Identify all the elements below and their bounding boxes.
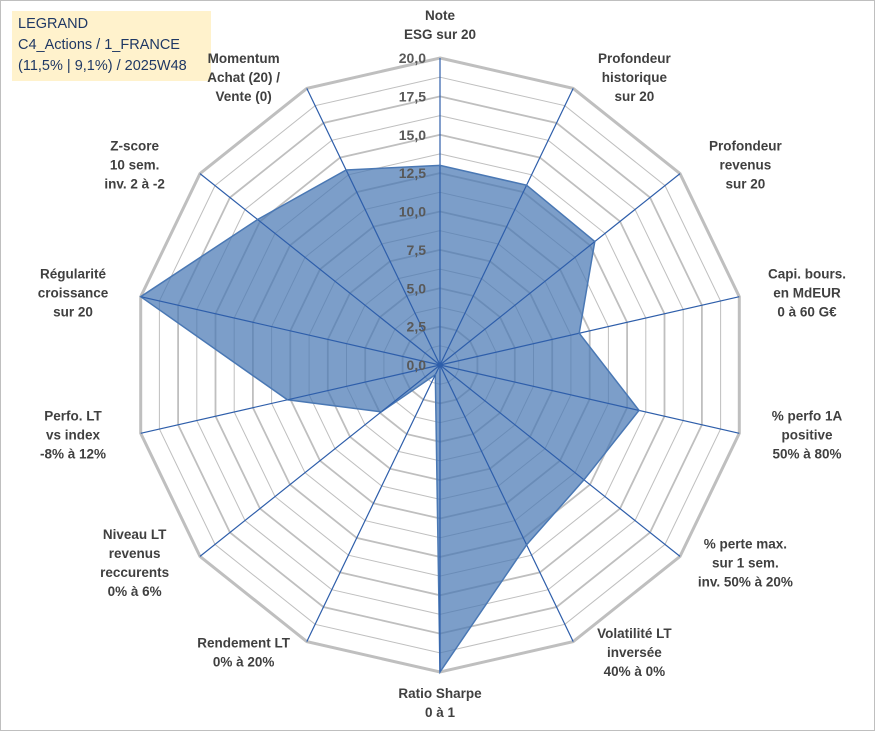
axis-label-12-line-1: 10 sem. <box>110 158 160 173</box>
axis-label-7-line-1: 0 à 1 <box>425 705 456 720</box>
axis-label-6-line-1: inversée <box>607 645 662 660</box>
data-point-2 <box>594 240 596 243</box>
tick-label-7: 17,5 <box>399 88 426 104</box>
axis-label-4: % perfo 1A positive 50% à 80% <box>772 409 843 462</box>
tick-label-4: 10,0 <box>399 204 426 220</box>
axis-spoke-6 <box>439 364 574 642</box>
axis-label-0: Note ESG sur 20 <box>404 8 476 42</box>
axis-label-13-line-1: Achat (20) / <box>207 70 280 85</box>
axis-label-13-line-2: Vente (0) <box>215 89 271 104</box>
axis-spoke-2 <box>439 173 681 366</box>
data-point-13 <box>345 169 347 171</box>
axis-spoke-3 <box>439 296 740 366</box>
data-point-0 <box>439 164 441 167</box>
axis-label-11-line-1: croissance <box>38 286 109 301</box>
tick-label-2: 5,0 <box>407 280 427 296</box>
axis-label-9-line-0: Niveau LT <box>103 527 167 542</box>
tick-label-6: 15,0 <box>399 127 426 143</box>
data-point-3 <box>578 332 580 335</box>
axis-label-5-line-2: inv. 50% à 20% <box>698 574 793 589</box>
data-point-1 <box>525 184 528 186</box>
axis-label-0-line-1: ESG sur 20 <box>404 27 476 42</box>
axis-label-4-line-2: 50% à 80% <box>772 447 841 462</box>
axis-label-0-line-0: Note <box>425 8 455 23</box>
axis-label-7-line-0: Ratio Sharpe <box>398 686 482 701</box>
axis-spoke-11 <box>140 296 441 366</box>
tick-label-8: 20,0 <box>399 50 426 66</box>
axis-label-1-line-1: historique <box>602 70 668 85</box>
data-point-11 <box>139 295 142 298</box>
axis-spoke-1 <box>439 88 574 366</box>
axis-label-8-line-0: Rendement LT <box>197 635 291 650</box>
axis-label-6-line-0: Volatilité LT <box>597 626 672 641</box>
axis-spoke-9 <box>199 364 441 557</box>
axis-label-10-line-0: Perfo. LT <box>44 409 102 424</box>
axis-label-1-line-2: sur 20 <box>615 89 655 104</box>
axis-label-5-line-0: % perte max. <box>704 536 787 551</box>
axis-spoke-4 <box>439 364 740 434</box>
data-point-5 <box>583 479 585 481</box>
data-point-8 <box>434 373 437 376</box>
axis-label-6-line-2: 40% à 0% <box>604 664 666 679</box>
axis-label-12: Z-score 10 sem. inv. 2 à -2 <box>104 139 165 192</box>
tick-label-3: 7,5 <box>407 242 427 258</box>
series-area-legrand <box>139 164 640 675</box>
axis-label-9: Niveau LT revenus reccurents 0% à 6% <box>100 527 169 599</box>
data-point-10 <box>286 399 289 401</box>
axis-label-2-line-0: Profondeur <box>709 139 782 154</box>
axis-label-1-line-0: Profondeur <box>598 51 671 66</box>
data-point-6 <box>525 544 528 546</box>
axis-label-4-line-0: % perfo 1A <box>772 409 843 424</box>
axis-label-2-line-2: sur 20 <box>726 177 766 192</box>
axis-label-4-line-1: positive <box>781 428 833 443</box>
tick-label-1: 2,5 <box>407 319 427 335</box>
axis-label-11-line-0: Régularité <box>40 267 107 282</box>
axis-label-11-line-2: sur 20 <box>53 305 93 320</box>
axis-label-3-line-1: en MdEUR <box>773 286 841 301</box>
axis-label-2: Profondeur revenus sur 20 <box>709 139 782 192</box>
data-point-4 <box>638 409 640 412</box>
axis-spoke-10 <box>140 364 441 434</box>
axis-label-1: Profondeur historique sur 20 <box>598 51 671 104</box>
axis-label-3-line-2: 0 à 60 G€ <box>777 305 837 320</box>
axis-spoke-5 <box>439 364 681 557</box>
axis-label-10: Perfo. LT vs index -8% à 12% <box>40 409 106 462</box>
axis-label-12-line-0: Z-score <box>110 139 159 154</box>
data-point-12 <box>256 218 259 221</box>
axis-spoke-13 <box>306 88 441 366</box>
data-point-9 <box>380 411 383 413</box>
axis-spoke-12 <box>199 173 441 366</box>
tick-label-5: 12,5 <box>399 165 426 181</box>
axis-label-13: Momentum Achat (20) / Vente (0) <box>207 51 280 104</box>
chart-title-box: LEGRAND C4_Actions / 1_FRANCE (11,5% | 9… <box>12 11 211 81</box>
axis-label-5-line-1: sur 1 sem. <box>712 555 779 570</box>
axis-label-12-line-2: inv. 2 à -2 <box>104 177 165 192</box>
title-company: LEGRAND <box>18 16 89 32</box>
axis-label-2-line-1: revenus <box>720 158 772 173</box>
axis-label-9-line-1: revenus <box>109 546 161 561</box>
title-category: C4_Actions / 1_FRANCE <box>18 37 180 53</box>
axis-label-10-line-2: -8% à 12% <box>40 447 106 462</box>
axis-label-6: Volatilité LT inversée 40% à 0% <box>597 626 672 679</box>
axis-label-7: Ratio Sharpe 0 à 1 <box>398 686 482 720</box>
axis-spoke-8 <box>306 364 441 642</box>
tick-label-0: 0,0 <box>407 357 427 373</box>
axis-label-10-line-1: vs index <box>46 428 101 443</box>
axis-label-3: Capi. bours. en MdEUR 0 à 60 G€ <box>768 267 846 320</box>
title-stats: (11,5% | 9,1%) / 2025W48 <box>18 58 187 74</box>
axis-label-8-line-1: 0% à 20% <box>213 654 275 669</box>
axis-label-3-line-0: Capi. bours. <box>768 267 846 282</box>
axis-label-5: % perte max. sur 1 sem. inv. 50% à 20% <box>698 536 793 589</box>
axis-label-9-line-2: reccurents <box>100 565 169 580</box>
axis-label-11: Régularité croissance sur 20 <box>38 267 109 320</box>
data-point-7 <box>439 671 441 673</box>
axis-label-8: Rendement LT 0% à 20% <box>197 635 291 669</box>
axis-label-13-line-0: Momentum <box>208 51 280 66</box>
axis-label-9-line-3: 0% à 6% <box>108 584 162 599</box>
